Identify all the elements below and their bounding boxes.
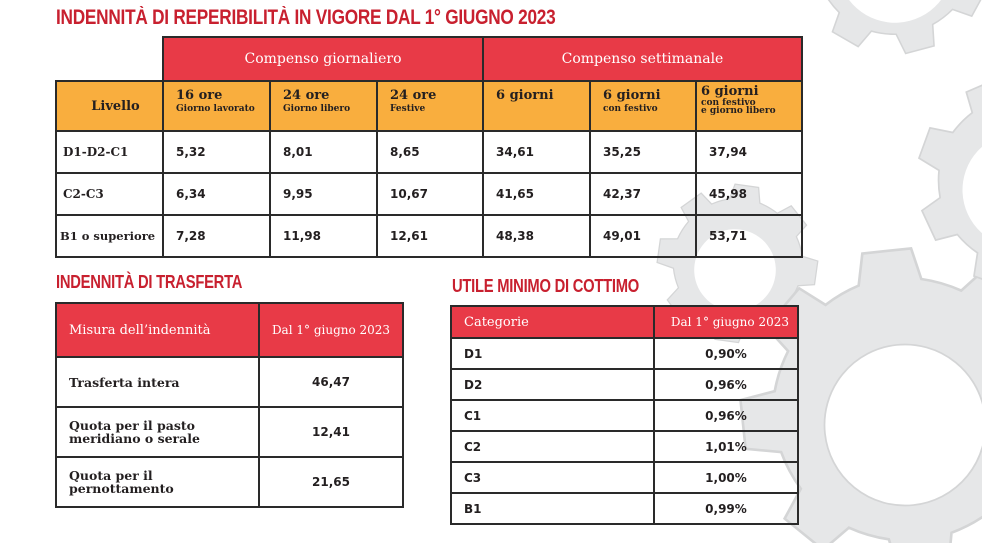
row-label: Quota per il pasto meridiano o serale bbox=[55, 406, 260, 458]
table-row: D2 0,96% bbox=[450, 368, 799, 401]
value-cell: 12,61 bbox=[376, 214, 484, 258]
value-cell: 0,96% bbox=[653, 368, 799, 401]
table-row: C2 1,01% bbox=[450, 430, 799, 463]
cottimo-title: UTILE MINIMO DI COTTIMO bbox=[452, 276, 640, 296]
table-row: D1 0,90% bbox=[450, 337, 799, 370]
value-cell: 41,65 bbox=[482, 172, 591, 216]
value-cell: 48,38 bbox=[482, 214, 591, 258]
value-cell: 45,98 bbox=[695, 172, 803, 216]
value-cell: 6,34 bbox=[162, 172, 271, 216]
table-row: B1 0,99% bbox=[450, 492, 799, 525]
column-header: 24 ore Giorno libero bbox=[269, 80, 378, 132]
table-row: Quota per il pernottamento 21,65 bbox=[55, 456, 404, 508]
table-row: Trasferta intera 46,47 bbox=[55, 356, 404, 408]
row-label: Trasferta intera bbox=[55, 356, 260, 408]
value-cell: 42,37 bbox=[589, 172, 697, 216]
value-cell: 21,65 bbox=[258, 456, 404, 508]
value-cell: 9,95 bbox=[269, 172, 378, 216]
level-label: B1 o superiore bbox=[55, 214, 164, 258]
column-header: 24 ore Festive bbox=[376, 80, 484, 132]
group-header-weekly: Compenso settimanale bbox=[482, 36, 803, 82]
category-cell: C2 bbox=[450, 430, 655, 463]
trasferta-title: INDENNITÀ DI TRASFERTA bbox=[56, 272, 243, 292]
value-cell: 12,41 bbox=[258, 406, 404, 458]
column-header: 6 giorni bbox=[482, 80, 591, 132]
value-cell: 11,98 bbox=[269, 214, 378, 258]
category-cell: B1 bbox=[450, 492, 655, 525]
reperibilita-table: Compenso giornaliero Compenso settimanal… bbox=[55, 36, 803, 258]
column-header: Dal 1° giugno 2023 bbox=[653, 305, 799, 339]
reperibilita-title: INDENNITÀ DI REPERIBILITÀ IN VIGORE DAL … bbox=[56, 6, 556, 29]
value-cell: 10,67 bbox=[376, 172, 484, 216]
level-label: D1-D2-C1 bbox=[55, 130, 164, 174]
table-row: B1 o superiore 7,28 11,98 12,61 48,38 49… bbox=[55, 214, 803, 258]
category-cell: C3 bbox=[450, 461, 655, 494]
table-row: C2-C3 6,34 9,95 10,67 41,65 42,37 45,98 bbox=[55, 172, 803, 216]
category-cell: C1 bbox=[450, 399, 655, 432]
group-header-daily: Compenso giornaliero bbox=[162, 36, 484, 82]
table-row: C3 1,00% bbox=[450, 461, 799, 494]
value-cell: 34,61 bbox=[482, 130, 591, 174]
column-header: 6 giorni con festivo e giorno libero bbox=[695, 80, 803, 132]
column-header: 16 ore Giorno lavorato bbox=[162, 80, 271, 132]
table-row: Quota per il pasto meridiano o serale 12… bbox=[55, 406, 404, 458]
column-header: Categorie bbox=[450, 305, 655, 339]
value-cell: 1,01% bbox=[653, 430, 799, 463]
value-cell: 53,71 bbox=[695, 214, 803, 258]
column-header: 6 giorni con festivo bbox=[589, 80, 697, 132]
trasferta-table: Misura dell’indennità Dal 1° giugno 2023… bbox=[55, 302, 404, 508]
level-label: C2-C3 bbox=[55, 172, 164, 216]
column-header: Misura dell’indennità bbox=[55, 302, 260, 358]
value-cell: 49,01 bbox=[589, 214, 697, 258]
value-cell: 35,25 bbox=[589, 130, 697, 174]
value-cell: 46,47 bbox=[258, 356, 404, 408]
value-cell: 5,32 bbox=[162, 130, 271, 174]
value-cell: 8,65 bbox=[376, 130, 484, 174]
empty-corner bbox=[56, 37, 163, 82]
category-cell: D1 bbox=[450, 337, 655, 370]
value-cell: 0,96% bbox=[653, 399, 799, 432]
table-row: C1 0,96% bbox=[450, 399, 799, 432]
level-header: Livello bbox=[55, 80, 164, 132]
row-label: Quota per il pernottamento bbox=[55, 456, 260, 508]
value-cell: 8,01 bbox=[269, 130, 378, 174]
column-header: Dal 1° giugno 2023 bbox=[258, 302, 404, 358]
table-row: D1-D2-C1 5,32 8,01 8,65 34,61 35,25 37,9… bbox=[55, 130, 803, 174]
value-cell: 7,28 bbox=[162, 214, 271, 258]
value-cell: 1,00% bbox=[653, 461, 799, 494]
value-cell: 0,99% bbox=[653, 492, 799, 525]
value-cell: 37,94 bbox=[695, 130, 803, 174]
cottimo-table: Categorie Dal 1° giugno 2023 D1 0,90% D2 0… bbox=[450, 305, 799, 525]
category-cell: D2 bbox=[450, 368, 655, 401]
value-cell: 0,90% bbox=[653, 337, 799, 370]
